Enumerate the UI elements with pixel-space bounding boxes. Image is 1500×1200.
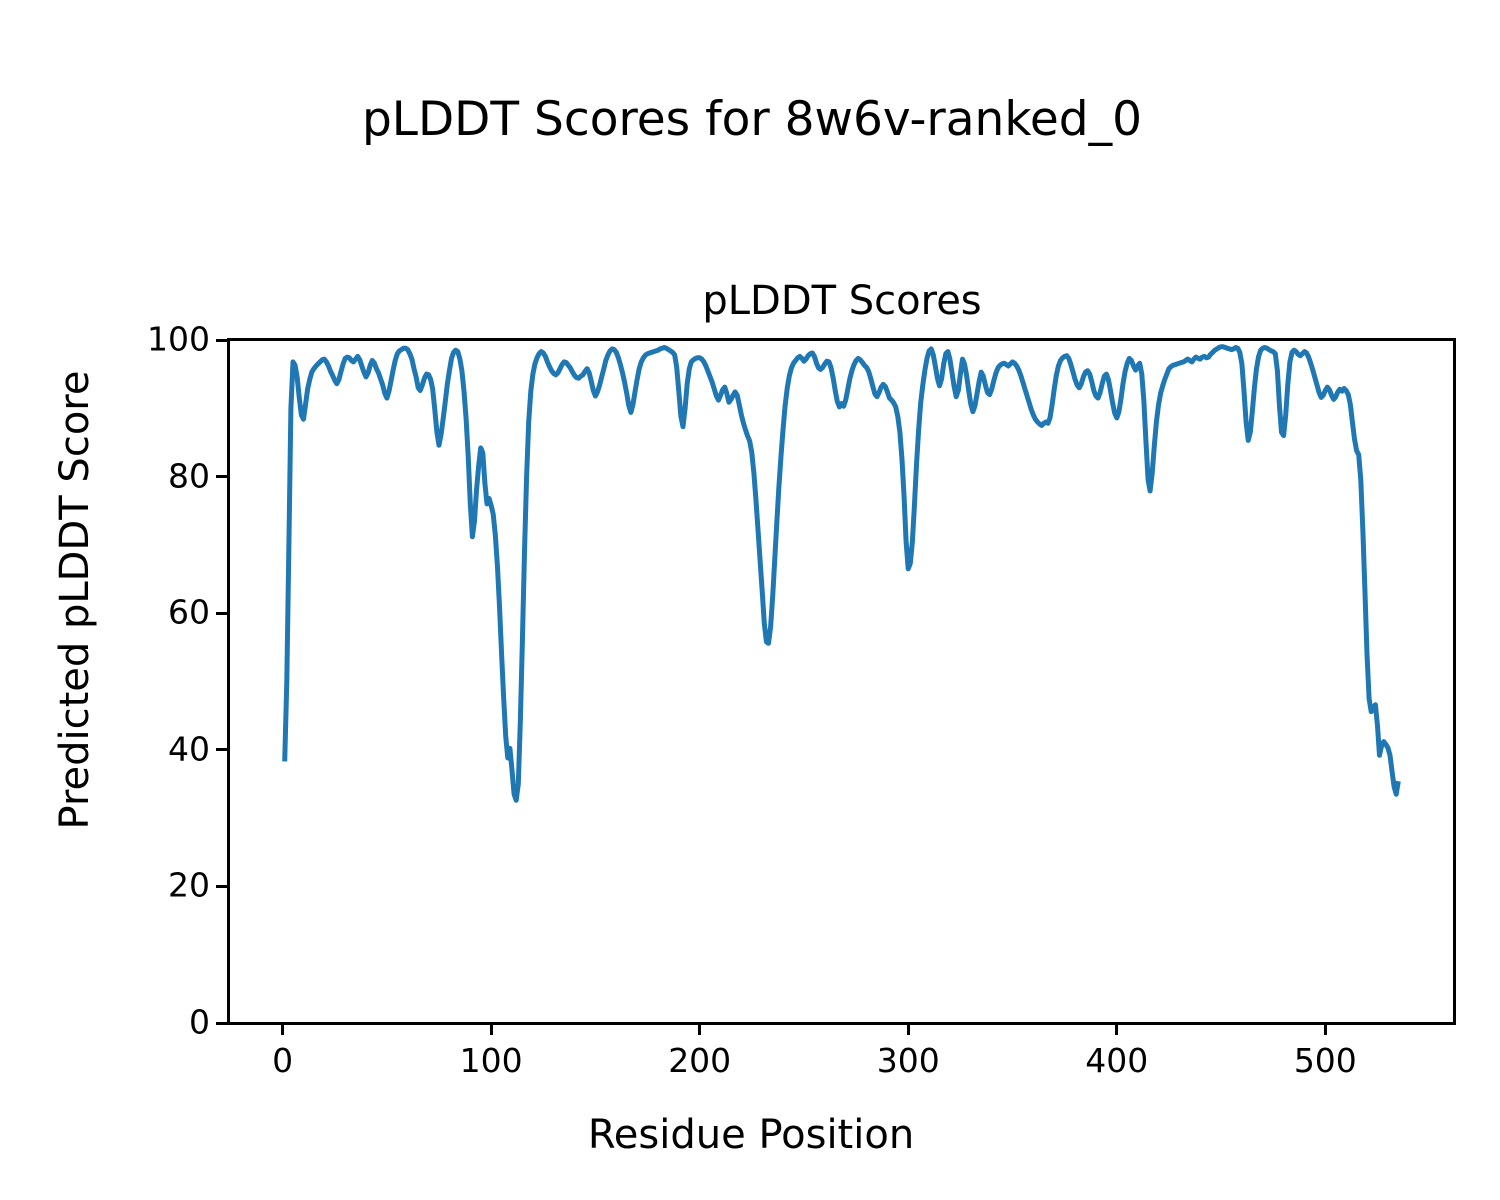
x-axis-label: Residue Position [587, 1112, 915, 1158]
y-tick-label: 40 [168, 729, 210, 769]
y-tick-label: 100 [147, 319, 210, 359]
x-tick-mark [281, 1024, 285, 1035]
plot-area [282, 344, 1401, 803]
x-tick-mark [698, 1024, 702, 1035]
y-tick-label: 60 [168, 592, 210, 632]
y-tick-label: 80 [168, 456, 210, 496]
y-axis-label: Predicted pLDDT Score [52, 370, 98, 830]
plot-line [282, 344, 1401, 803]
y-tick-mark [216, 338, 227, 342]
y-tick-mark [216, 611, 227, 615]
x-tick-label: 500 [1293, 1041, 1357, 1080]
x-tick-mark [1115, 1024, 1119, 1035]
x-tick-label: 400 [1085, 1041, 1149, 1080]
y-tick-label: 0 [189, 1002, 210, 1042]
figure-suptitle: pLDDT Scores for 8w6v-ranked_0 [361, 92, 1143, 147]
x-tick-mark [906, 1024, 910, 1035]
y-tick-label: 20 [168, 866, 210, 906]
x-tick-label: 300 [876, 1041, 940, 1080]
x-tick-label: 200 [668, 1041, 732, 1080]
x-tick-mark [1323, 1024, 1327, 1035]
x-tick-mark [489, 1024, 493, 1035]
x-tick-label: 100 [459, 1041, 523, 1080]
y-tick-mark [216, 1021, 227, 1025]
axes-title: pLDDT Scores [702, 278, 982, 324]
y-tick-mark [216, 475, 227, 479]
y-tick-mark [216, 748, 227, 752]
y-tick-mark [216, 884, 227, 888]
axes-spines [227, 338, 1456, 1025]
x-tick-label: 0 [272, 1041, 294, 1080]
